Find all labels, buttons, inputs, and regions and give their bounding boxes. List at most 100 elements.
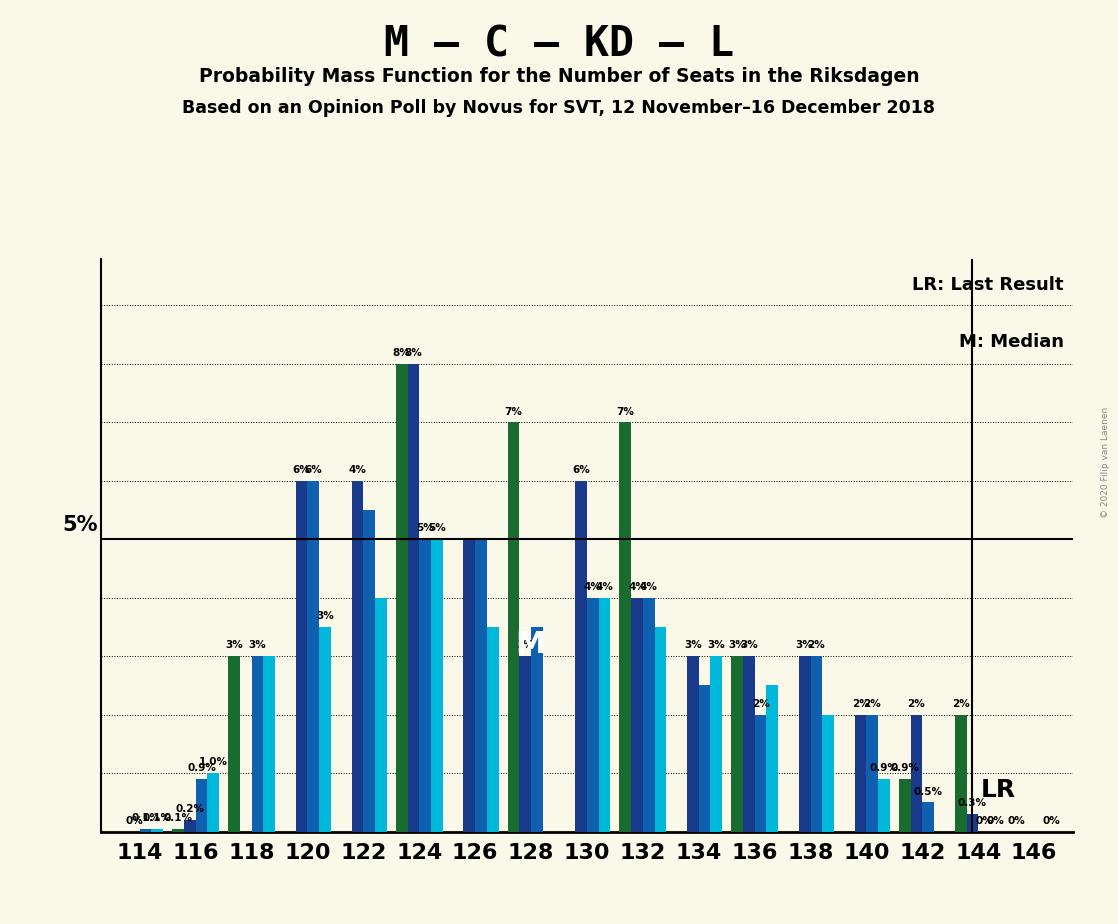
Bar <box>307 480 320 832</box>
Bar <box>855 714 866 832</box>
Text: 2%: 2% <box>908 699 926 709</box>
Text: 2%: 2% <box>751 699 769 709</box>
Bar <box>140 829 152 832</box>
Text: M: M <box>515 630 546 659</box>
Bar <box>208 773 219 832</box>
Text: 6%: 6% <box>293 465 311 475</box>
Text: 0.1%: 0.1% <box>163 813 192 823</box>
Bar <box>966 814 978 832</box>
Bar <box>463 540 475 832</box>
Bar <box>599 598 610 832</box>
Bar <box>407 364 419 832</box>
Bar <box>183 820 196 832</box>
Text: M: Median: M: Median <box>958 334 1063 351</box>
Bar <box>152 829 163 832</box>
Bar <box>508 422 519 832</box>
Text: 3%: 3% <box>248 640 266 650</box>
Bar <box>172 829 183 832</box>
Text: 6%: 6% <box>572 465 590 475</box>
Text: 0.5%: 0.5% <box>913 786 942 796</box>
Text: 8%: 8% <box>392 348 410 359</box>
Text: 8%: 8% <box>405 348 423 359</box>
Text: 4%: 4% <box>584 582 601 592</box>
Bar <box>767 686 778 832</box>
Bar <box>643 598 655 832</box>
Text: 0.9%: 0.9% <box>187 763 216 773</box>
Bar <box>866 714 879 832</box>
Text: 3%: 3% <box>517 640 534 650</box>
Bar <box>711 656 722 832</box>
Text: 3%: 3% <box>316 611 334 621</box>
Text: 0%: 0% <box>1007 816 1025 826</box>
Bar <box>655 627 666 832</box>
Text: 5%: 5% <box>63 515 98 535</box>
Text: Probability Mass Function for the Number of Seats in the Riksdagen: Probability Mass Function for the Number… <box>199 67 919 86</box>
Text: 0.1%: 0.1% <box>131 813 160 823</box>
Bar <box>196 779 208 832</box>
Text: 5%: 5% <box>416 524 434 533</box>
Text: 2%: 2% <box>951 699 969 709</box>
Bar <box>519 656 531 832</box>
Bar <box>631 598 643 832</box>
Text: 0%: 0% <box>125 816 143 826</box>
Text: 4%: 4% <box>639 582 657 592</box>
Bar <box>755 714 767 832</box>
Bar <box>376 598 387 832</box>
Text: M – C – KD – L: M – C – KD – L <box>383 23 735 65</box>
Text: 0.2%: 0.2% <box>176 804 205 814</box>
Text: © 2020 Filip van Laenen: © 2020 Filip van Laenen <box>1101 407 1110 517</box>
Bar <box>879 779 890 832</box>
Bar <box>475 540 487 832</box>
Text: LR: LR <box>980 778 1016 802</box>
Text: 5%: 5% <box>428 524 446 533</box>
Text: 0.9%: 0.9% <box>890 763 919 773</box>
Bar <box>686 656 699 832</box>
Bar <box>811 656 823 832</box>
Bar <box>798 656 811 832</box>
Text: 0%: 0% <box>1043 816 1061 826</box>
Bar <box>922 802 935 832</box>
Text: 0.1%: 0.1% <box>143 813 172 823</box>
Bar <box>295 480 307 832</box>
Bar <box>743 656 755 832</box>
Bar <box>531 627 543 832</box>
Text: 3%: 3% <box>708 640 726 650</box>
Text: Based on an Opinion Poll by Novus for SVT, 12 November–16 December 2018: Based on an Opinion Poll by Novus for SV… <box>182 99 936 116</box>
Bar <box>432 540 443 832</box>
Text: 2%: 2% <box>852 699 870 709</box>
Text: 2%: 2% <box>863 699 881 709</box>
Text: 3%: 3% <box>796 640 814 650</box>
Text: 2%: 2% <box>807 640 825 650</box>
Bar <box>264 656 275 832</box>
Text: 0.9%: 0.9% <box>870 763 899 773</box>
Bar <box>363 510 376 832</box>
Text: 7%: 7% <box>616 407 634 417</box>
Text: 3%: 3% <box>728 640 746 650</box>
Bar <box>252 656 264 832</box>
Bar <box>587 598 599 832</box>
Bar <box>910 714 922 832</box>
Bar <box>823 714 834 832</box>
Bar <box>419 540 430 832</box>
Bar <box>228 656 239 832</box>
Text: 7%: 7% <box>504 407 522 417</box>
Text: 0%: 0% <box>975 816 993 826</box>
Text: 4%: 4% <box>349 465 367 475</box>
Text: LR: Last Result: LR: Last Result <box>912 276 1063 294</box>
Text: 4%: 4% <box>628 582 646 592</box>
Bar <box>955 714 966 832</box>
Bar <box>731 656 743 832</box>
Text: 3%: 3% <box>740 640 758 650</box>
Text: 1.0%: 1.0% <box>199 758 228 767</box>
Text: 0%: 0% <box>987 816 1005 826</box>
Bar <box>699 686 711 832</box>
Text: 0.3%: 0.3% <box>958 798 987 808</box>
Text: 6%: 6% <box>304 465 322 475</box>
Bar <box>396 364 408 832</box>
Text: 4%: 4% <box>596 582 614 592</box>
Text: 3%: 3% <box>684 640 702 650</box>
Bar <box>619 422 632 832</box>
Bar <box>320 627 331 832</box>
Bar <box>576 480 587 832</box>
Bar <box>487 627 499 832</box>
